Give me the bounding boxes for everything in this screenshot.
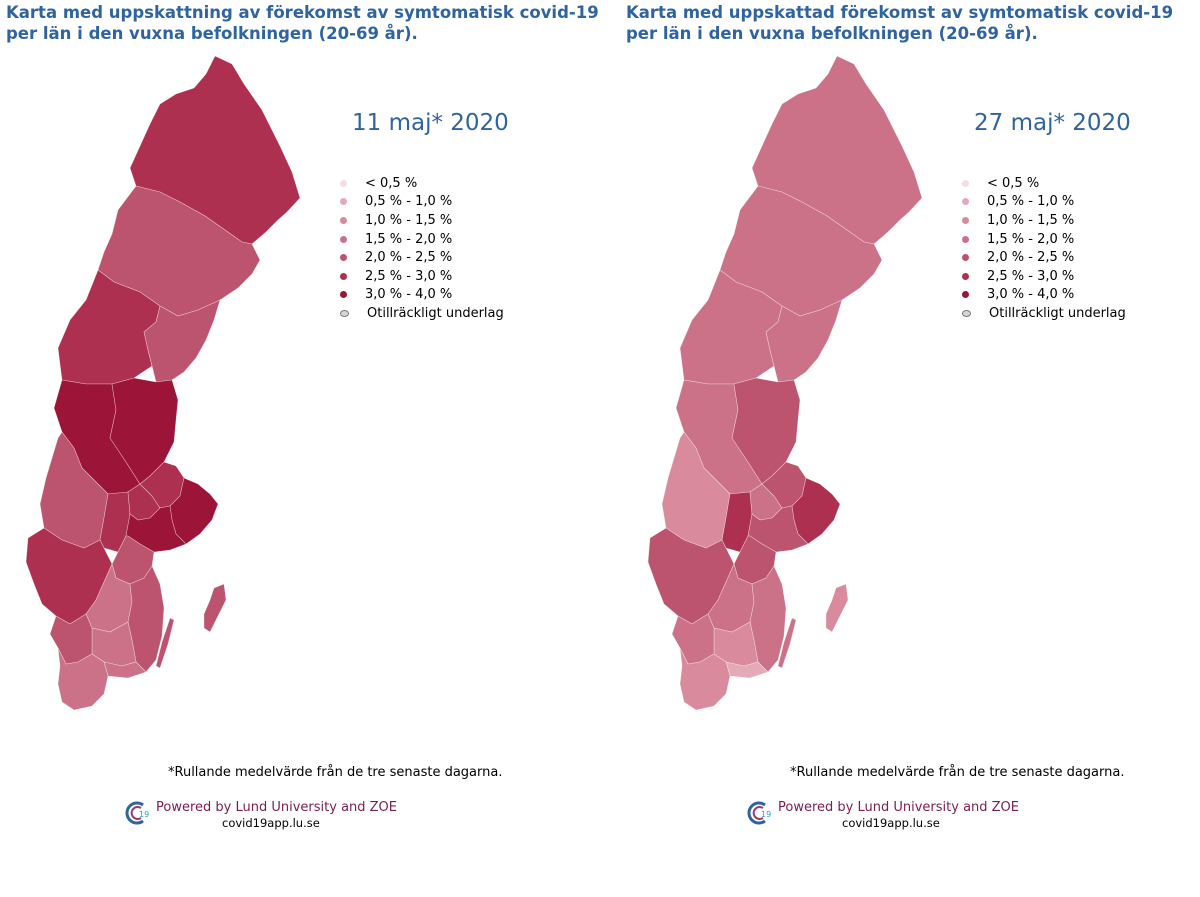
legend-swatch: [340, 179, 347, 187]
logo-text: 19: [139, 810, 149, 819]
legend-label: 2,0 % - 2,5 %: [987, 250, 1075, 266]
legend-swatch: [340, 235, 347, 243]
legend-swatch: [962, 198, 969, 206]
powered-by: Powered by Lund University and ZOE: [156, 800, 398, 815]
region-gavleborg: [731, 377, 801, 485]
legend-item: 2,0 % - 2,5 %: [962, 248, 1126, 267]
legend-item-na: Otillräckligt underlag: [340, 304, 504, 323]
legend-label: 3,0 % - 4,0 %: [365, 287, 453, 303]
legend-swatch: [340, 291, 347, 299]
map-panel-right: Karta med uppskattad förekomst av symtom…: [622, 0, 1200, 897]
region-skane: [679, 647, 731, 711]
map-legend: < 0,5 % 0,5 % - 1,0 % 1,0 % - 1,5 % 1,5 …: [340, 174, 504, 323]
legend-item: 1,0 % - 1,5 %: [962, 211, 1126, 230]
legend-label: < 0,5 %: [365, 175, 418, 191]
region-gotland: [825, 583, 849, 633]
legend-label: 1,5 % - 2,0 %: [987, 231, 1075, 247]
legend-label: 0,5 % - 1,0 %: [365, 194, 453, 210]
region-gavleborg: [109, 377, 179, 485]
region-vasternorrland: [143, 299, 221, 383]
legend-label: 1,5 % - 2,0 %: [365, 231, 453, 247]
legend-item: 1,5 % - 2,0 %: [340, 230, 504, 249]
region-oland: [155, 617, 175, 669]
footnote: *Rullande medelvärde från de tre senaste…: [168, 765, 503, 780]
map-panel-left: Karta med uppskattning av förekomst av s…: [6, 3, 599, 830]
covid19-logo-icon: 19: [125, 801, 149, 825]
legend-item: 2,0 % - 2,5 %: [340, 248, 504, 267]
map-date: 11 maj* 2020: [352, 110, 509, 136]
legend-item: 2,5 % - 3,0 %: [962, 267, 1126, 286]
legend-label-na: Otillräckligt underlag: [989, 305, 1126, 321]
legend-item: 3,0 % - 4,0 %: [340, 286, 504, 305]
legend-swatch: [340, 198, 347, 206]
region-jamtland: [57, 269, 161, 385]
legend-item: 2,5 % - 3,0 %: [340, 267, 504, 286]
region-skane: [57, 647, 109, 711]
legend-label: 3,0 % - 4,0 %: [987, 287, 1075, 303]
map-title: Karta med uppskattning av förekomst av s…: [6, 3, 599, 43]
legend-label: 2,5 % - 3,0 %: [365, 268, 453, 284]
legend-item: 1,0 % - 1,5 %: [340, 211, 504, 230]
covid19-logo-icon: 19: [747, 801, 771, 825]
map-legend: < 0,5 % 0,5 % - 1,0 % 1,0 % - 1,5 % 1,5 …: [962, 174, 1126, 323]
legend-item: 0,5 % - 1,0 %: [340, 193, 504, 212]
legend-item: < 0,5 %: [340, 174, 504, 193]
legend-swatch: [340, 216, 347, 224]
legend-item-na: Otillräckligt underlag: [962, 304, 1126, 323]
legend-item: 3,0 % - 4,0 %: [962, 286, 1126, 305]
region-gotland: [203, 583, 227, 633]
sweden-map: [25, 55, 301, 711]
sweden-map: [647, 55, 923, 711]
legend-label: 2,0 % - 2,5 %: [365, 250, 453, 266]
website-url[interactable]: covid19app.lu.se: [222, 816, 320, 830]
legend-item: < 0,5 %: [962, 174, 1126, 193]
legend-label: < 0,5 %: [987, 175, 1040, 191]
region-vasternorrland: [765, 299, 843, 383]
legend-swatch: [962, 216, 969, 224]
legend-label: 1,0 % - 1,5 %: [987, 212, 1075, 228]
region-jamtland: [679, 269, 783, 385]
legend-label: 0,5 % - 1,0 %: [987, 194, 1075, 210]
legend-swatch: [340, 254, 347, 262]
map-title: Karta med uppskattad förekomst av symtom…: [626, 3, 1174, 43]
powered-by: Powered by Lund University and ZOE: [778, 800, 1020, 815]
footnote: *Rullande medelvärde från de tre senaste…: [790, 765, 1125, 780]
legend-swatch-na: [962, 309, 971, 317]
legend-label: 2,5 % - 3,0 %: [987, 268, 1075, 284]
legend-swatch: [962, 272, 969, 280]
legend-item: 0,5 % - 1,0 %: [962, 193, 1126, 212]
website-url[interactable]: covid19app.lu.se: [842, 816, 940, 830]
legend-item: 1,5 % - 2,0 %: [962, 230, 1126, 249]
legend-label-na: Otillräckligt underlag: [367, 305, 504, 321]
logo-text: 19: [761, 810, 771, 819]
legend-swatch: [962, 254, 969, 262]
legend-swatch: [962, 235, 969, 243]
map-date: 27 maj* 2020: [974, 110, 1131, 136]
legend-swatch: [962, 291, 969, 299]
legend-swatch: [340, 272, 347, 280]
region-oland: [777, 617, 797, 669]
legend-label: 1,0 % - 1,5 %: [365, 212, 453, 228]
legend-swatch: [962, 179, 969, 187]
legend-swatch-na: [340, 309, 349, 317]
